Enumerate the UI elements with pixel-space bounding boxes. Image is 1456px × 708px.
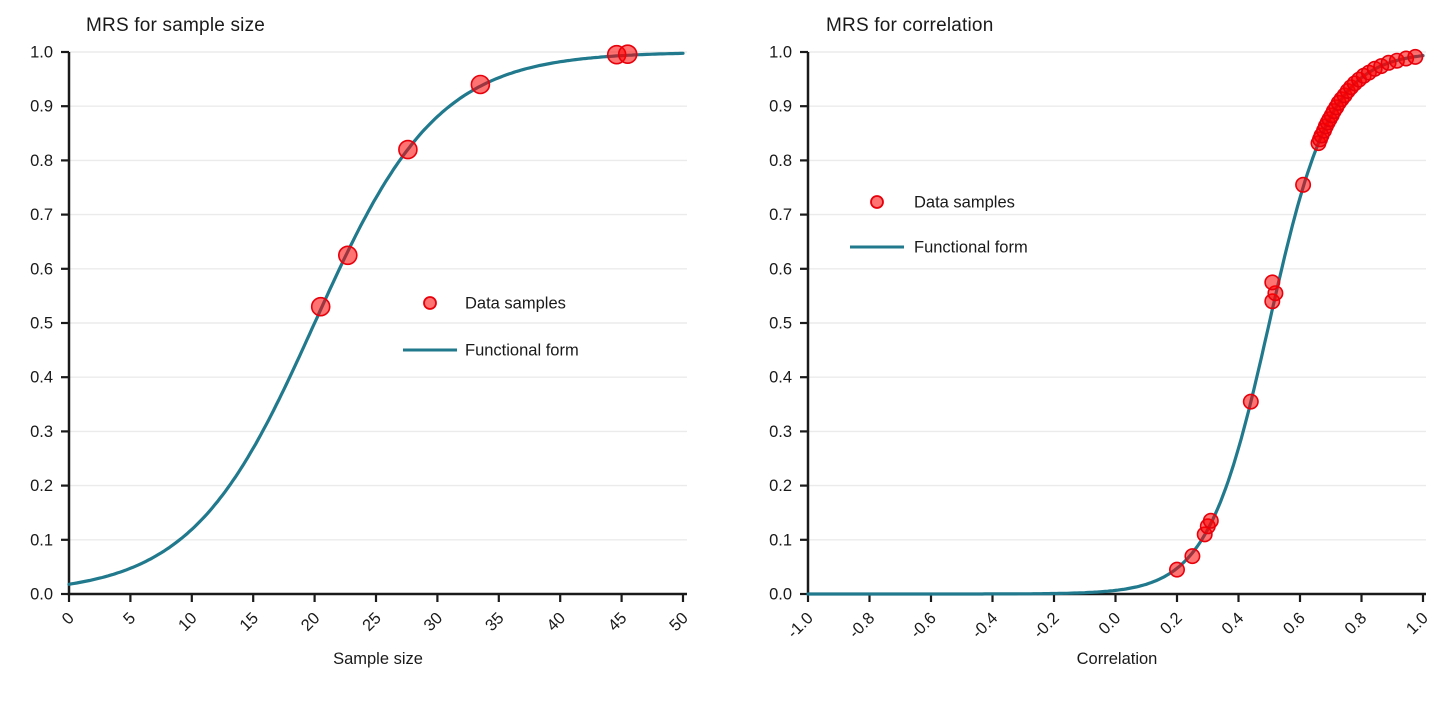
x-tick-label: 5 xyxy=(120,609,139,628)
y-tick-label: 0.7 xyxy=(769,206,792,224)
y-tick-label: 0.9 xyxy=(30,98,53,116)
data-point xyxy=(1168,561,1185,578)
data-point xyxy=(1202,512,1219,529)
legend-label: Data samples xyxy=(914,194,1015,212)
y-tick-label: 0.5 xyxy=(30,315,53,333)
data-point xyxy=(310,296,331,317)
y-tick-label: 1.0 xyxy=(769,44,792,62)
x-tick-label: -1.0 xyxy=(784,609,817,642)
y-tick-label: 0.8 xyxy=(769,152,792,170)
correlation-plot-area: 0.0 0.1 0.2 0.3 0.4 0.5 0.6 0.7 0.8 0.9 1.0 -1.0 -0.… xyxy=(769,44,1432,642)
y-tick-label: 0.2 xyxy=(30,477,53,495)
x-tick-label: 0 xyxy=(59,609,78,628)
x-tick-label: 25 xyxy=(359,609,385,635)
chart-title: MRS for correlation xyxy=(826,15,994,36)
y-tick-label: 0.0 xyxy=(30,586,53,604)
legend-marker-icon xyxy=(870,195,884,209)
x-tick-label: 0.4 xyxy=(1218,609,1247,638)
legend-label: Functional form xyxy=(914,239,1028,257)
x-tick-label: 0.8 xyxy=(1341,609,1370,638)
data-point xyxy=(1264,274,1281,291)
data-point xyxy=(617,44,638,65)
y-tick-label: 0.3 xyxy=(30,423,53,441)
chart-sample-size: 0.0 0.1 0.2 0.3 0.4 0.5 0.6 0.7 0.8 0.9 1.0 0 5 10 15 2… xyxy=(30,15,692,668)
data-point xyxy=(398,139,418,160)
functional-form-curve xyxy=(67,51,685,586)
x-tick-label: 0.6 xyxy=(1280,609,1309,638)
x-axis-label: Correlation xyxy=(1076,650,1158,668)
x-tick-label: -0.6 xyxy=(907,609,940,642)
x-axis-label: Sample size xyxy=(333,650,423,668)
data-point xyxy=(1242,393,1259,410)
y-tick-label: 0.4 xyxy=(769,369,792,387)
y-tick-label: 0.7 xyxy=(30,206,53,224)
y-tick-label: 0.1 xyxy=(769,531,792,549)
y-tick-label: 0.1 xyxy=(30,531,53,549)
y-tick-label: 0.4 xyxy=(30,369,53,387)
x-tick-label: 15 xyxy=(236,609,262,635)
y-tick-label: 0.6 xyxy=(769,260,792,278)
x-tick-label: 0.0 xyxy=(1095,609,1124,638)
data-point xyxy=(337,245,358,266)
y-tick-label: 0.0 xyxy=(769,586,792,604)
x-tick-label: 10 xyxy=(175,609,201,635)
legend-label: Data samples xyxy=(465,295,566,313)
x-tick-label: 45 xyxy=(605,609,631,635)
chart-title: MRS for sample size xyxy=(86,15,266,36)
y-tick-label: 1.0 xyxy=(30,44,53,62)
x-tick-label: 40 xyxy=(543,609,569,635)
x-tick-label: 0.2 xyxy=(1157,609,1186,638)
x-tick-label: -0.8 xyxy=(845,609,878,642)
x-tick-label: 30 xyxy=(421,609,447,635)
x-tick-label: -0.4 xyxy=(968,609,1001,642)
legend-marker-icon xyxy=(423,296,437,310)
x-tick-label: 20 xyxy=(298,609,324,635)
y-tick-label: 0.8 xyxy=(30,152,53,170)
x-tick-label: 35 xyxy=(482,609,508,635)
y-tick-label: 0.2 xyxy=(769,477,792,495)
y-tick-label: 0.5 xyxy=(769,315,792,333)
x-tick-label: -0.2 xyxy=(1030,609,1063,642)
data-point xyxy=(1295,176,1312,193)
data-point xyxy=(1407,48,1424,65)
data-point xyxy=(1184,548,1201,565)
y-tick-label: 0.3 xyxy=(769,423,792,441)
chart-correlation: 0.0 0.1 0.2 0.3 0.4 0.5 0.6 0.7 0.8 0.9 1.0 -1.0 -0.… xyxy=(728,0,1456,708)
y-tick-label: 0.9 xyxy=(769,98,792,116)
sample-size-plot-area: 0.0 0.1 0.2 0.3 0.4 0.5 0.6 0.7 0.8 0.9 1.0 0 5 10 15 2… xyxy=(30,44,692,635)
y-tick-label: 0.6 xyxy=(30,260,53,278)
x-tick-label: 1.0 xyxy=(1403,609,1432,638)
x-tick-label: 50 xyxy=(666,609,692,635)
functional-form-curve xyxy=(806,54,1425,596)
data-point xyxy=(470,74,491,95)
legend-label: Functional form xyxy=(465,342,579,360)
